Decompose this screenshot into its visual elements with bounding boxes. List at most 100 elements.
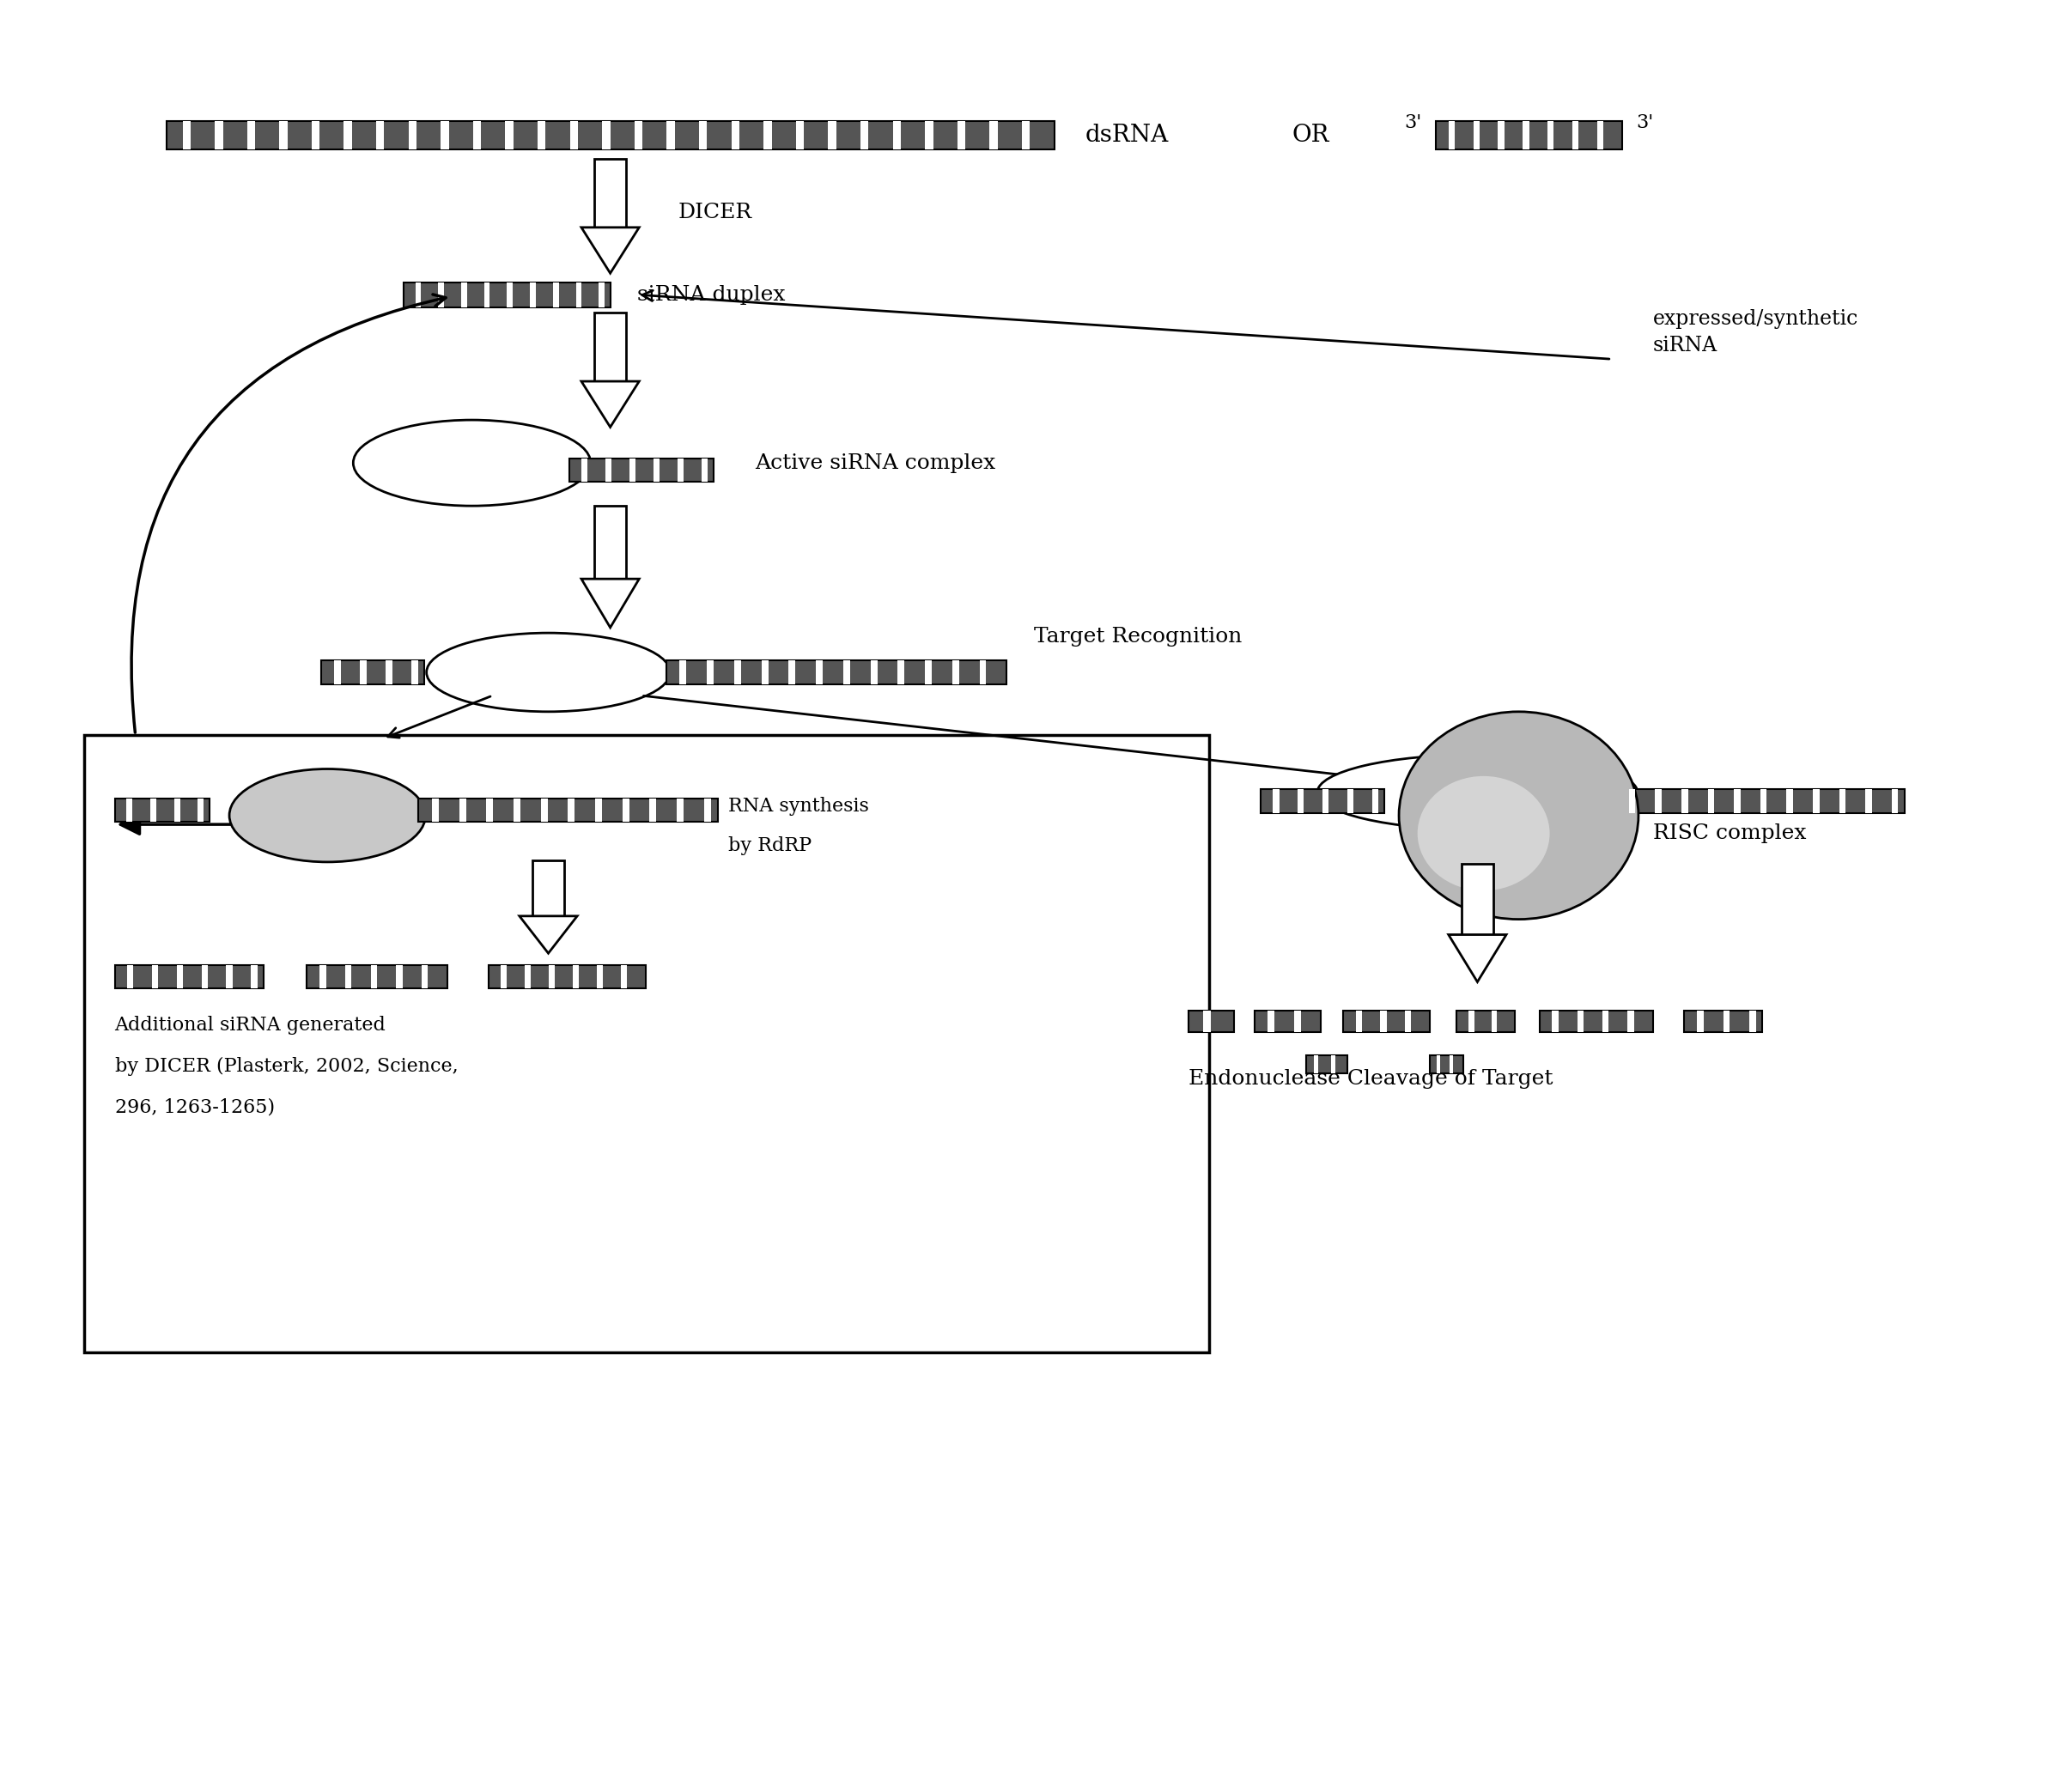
Bar — [1381, 1011, 1387, 1032]
Bar — [151, 964, 157, 987]
Bar — [418, 799, 717, 823]
Bar — [182, 122, 190, 151]
Bar — [343, 122, 351, 151]
Bar — [1749, 1011, 1755, 1032]
Bar — [151, 799, 157, 823]
Text: 3': 3' — [1403, 113, 1422, 133]
Bar — [1298, 790, 1304, 814]
Ellipse shape — [1317, 754, 1637, 830]
Ellipse shape — [353, 419, 591, 505]
Bar — [705, 799, 711, 823]
Bar — [622, 799, 628, 823]
Bar — [1189, 1011, 1234, 1032]
Bar — [397, 964, 403, 987]
Bar — [599, 281, 604, 306]
Bar — [628, 459, 635, 482]
Bar — [1864, 790, 1873, 814]
Bar — [680, 661, 686, 685]
Bar — [1499, 122, 1505, 151]
Bar — [542, 799, 548, 823]
Bar — [577, 281, 581, 306]
Bar — [699, 122, 707, 151]
Bar — [1573, 122, 1579, 151]
Text: Target Recognition: Target Recognition — [1034, 627, 1242, 647]
Bar — [128, 964, 134, 987]
Bar — [732, 122, 740, 151]
Bar — [461, 281, 467, 306]
Bar — [1449, 1055, 1453, 1073]
Bar — [1540, 1011, 1654, 1032]
Bar — [116, 799, 209, 823]
Ellipse shape — [426, 633, 670, 711]
Bar — [176, 964, 182, 987]
Bar — [165, 122, 1054, 151]
Bar — [525, 964, 531, 987]
Bar — [533, 860, 564, 916]
Bar — [488, 964, 645, 987]
Bar — [484, 281, 490, 306]
Bar — [248, 122, 254, 151]
Bar — [924, 661, 932, 685]
Bar — [678, 459, 684, 482]
Bar — [438, 281, 444, 306]
Bar — [1548, 122, 1554, 151]
Bar — [870, 661, 876, 685]
Bar — [1474, 122, 1480, 151]
Bar — [432, 799, 438, 823]
Bar — [1707, 790, 1714, 814]
Bar — [1255, 1011, 1321, 1032]
Bar — [1323, 790, 1329, 814]
Bar — [1492, 1011, 1497, 1032]
Bar — [370, 964, 376, 987]
Bar — [1203, 1011, 1211, 1032]
Text: 296, 1263-1265): 296, 1263-1265) — [116, 1098, 275, 1116]
Bar — [1724, 1011, 1730, 1032]
Bar — [403, 281, 610, 306]
Bar — [1273, 790, 1279, 814]
Bar — [1786, 790, 1792, 814]
Bar — [568, 799, 575, 823]
Bar — [843, 661, 850, 685]
Polygon shape — [581, 228, 639, 272]
Polygon shape — [1449, 935, 1507, 982]
Bar — [279, 122, 287, 151]
Bar — [320, 964, 327, 987]
Bar — [360, 661, 366, 685]
Bar — [1552, 1011, 1559, 1032]
Bar — [761, 661, 769, 685]
Bar — [1813, 790, 1819, 814]
Bar — [415, 281, 422, 306]
Bar — [980, 661, 986, 685]
Bar — [1577, 1011, 1583, 1032]
Bar — [335, 661, 341, 685]
Bar — [1891, 790, 1898, 814]
Bar — [486, 799, 494, 823]
Text: RNA synthesis: RNA synthesis — [728, 797, 868, 815]
Bar — [1331, 1055, 1335, 1073]
Circle shape — [1418, 776, 1550, 891]
Bar — [250, 964, 256, 987]
Bar — [225, 964, 232, 987]
Bar — [649, 799, 657, 823]
Bar — [734, 661, 740, 685]
Bar — [581, 459, 587, 482]
Bar — [116, 964, 263, 987]
Bar — [1598, 122, 1604, 151]
Text: dsRNA: dsRNA — [1085, 124, 1168, 147]
Bar — [306, 964, 446, 987]
Bar — [174, 799, 180, 823]
Bar — [1356, 1011, 1362, 1032]
Bar — [1602, 1011, 1608, 1032]
Bar — [676, 799, 684, 823]
Polygon shape — [581, 382, 639, 426]
Bar — [473, 122, 482, 151]
Bar — [376, 122, 384, 151]
Bar — [126, 799, 132, 823]
Circle shape — [1399, 711, 1639, 919]
Bar — [701, 459, 707, 482]
Bar — [1523, 122, 1530, 151]
Bar — [893, 122, 901, 151]
Bar — [707, 661, 713, 685]
Bar — [320, 661, 424, 685]
Bar — [422, 964, 428, 987]
